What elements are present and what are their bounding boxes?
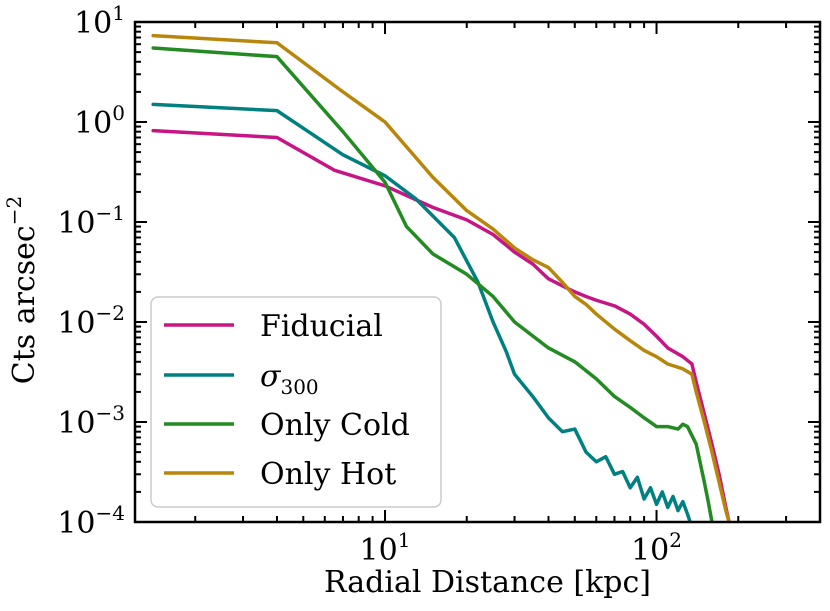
series-line-1 bbox=[151, 102, 692, 522]
legend-box bbox=[150, 296, 442, 508]
legend-label-0: Fiducial bbox=[260, 309, 383, 344]
plot-frame bbox=[133, 20, 822, 524]
y-tick-label-5: 101 bbox=[74, 1, 125, 41]
series-layer bbox=[151, 33, 731, 522]
series-line-2 bbox=[151, 46, 714, 522]
x-axis-label: Radial Distance [kpc] bbox=[324, 565, 651, 600]
y-tick-label-3: 10−1 bbox=[57, 201, 125, 241]
y-tick-label-0: 10−4 bbox=[57, 501, 125, 541]
legend-label-3: Only Hot bbox=[260, 457, 396, 492]
y-axis-label: Cts arcsec−2 bbox=[2, 196, 42, 384]
legend-label-2: Only Cold bbox=[260, 408, 410, 443]
legend: Fiducial σ300 Only Cold Only Hot bbox=[150, 296, 442, 508]
y-tick-label-1: 10−3 bbox=[57, 401, 125, 441]
y-tick-label-4: 100 bbox=[74, 101, 125, 141]
series-line-0 bbox=[151, 128, 731, 522]
y-tick-label-2: 10−2 bbox=[57, 301, 125, 341]
x-tick-label-0: 101 bbox=[360, 528, 411, 568]
series-line-3 bbox=[151, 33, 731, 522]
x-tick-label-1: 102 bbox=[631, 528, 682, 568]
tick-layer bbox=[135, 21, 821, 523]
legend-label-1: σ300 bbox=[260, 359, 319, 399]
